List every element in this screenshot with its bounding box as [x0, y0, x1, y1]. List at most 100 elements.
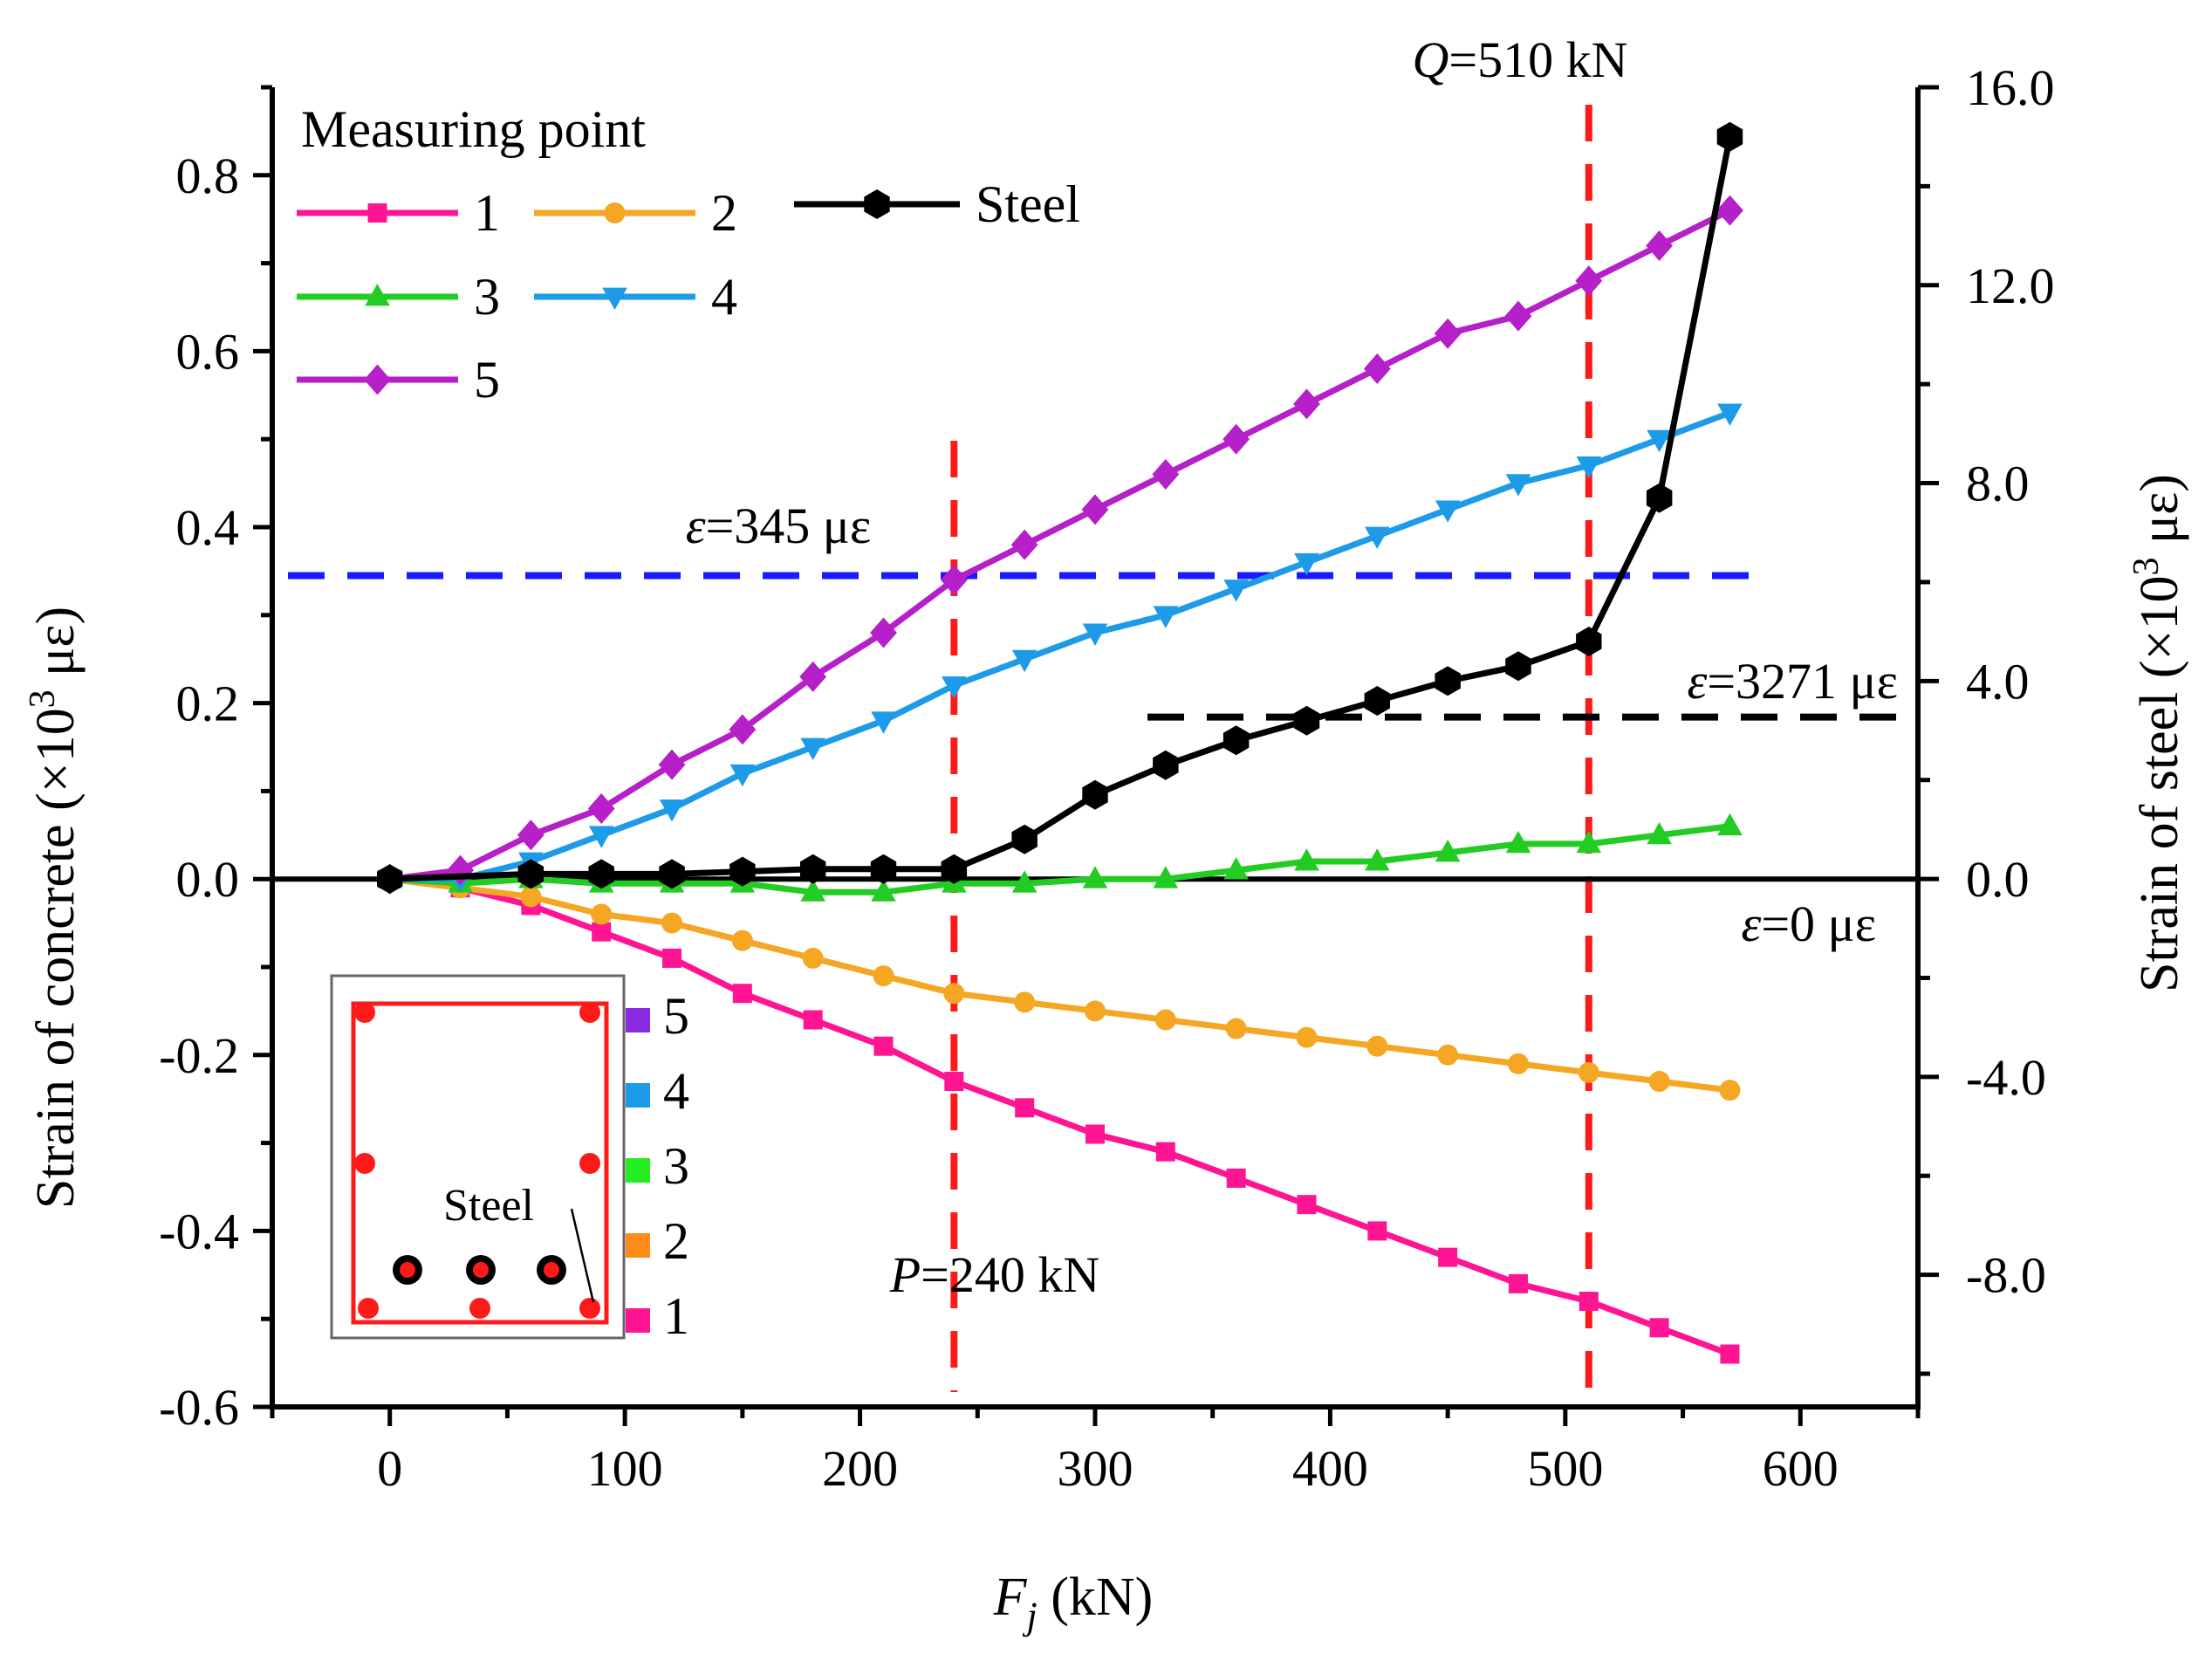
y-right-tick-label: 0.0 [1966, 851, 2030, 908]
data-point [1366, 1035, 1388, 1057]
y-left-tick-label: -0.2 [159, 1027, 239, 1084]
ref-line-eps-0-label: ε=0 με [1741, 895, 1876, 952]
x-axis-title: Fj (kN) [993, 1567, 1154, 1637]
y-left-tick-label: 0.8 [176, 147, 240, 204]
ref-line-p-240-label: P=240 kN [889, 1246, 1100, 1303]
data-point [1435, 666, 1461, 696]
data-point [1293, 388, 1320, 420]
inset-legend-label: 4 [663, 1062, 689, 1120]
data-point [944, 1072, 964, 1092]
x-tick-label: 600 [1763, 1440, 1839, 1497]
x-tick-label: 0 [377, 1440, 402, 1497]
data-point [1010, 529, 1038, 560]
data-point [1505, 474, 1531, 497]
data-point [1082, 866, 1108, 888]
data-point [1222, 725, 1250, 756]
y-right-tick-label: 16.0 [1966, 59, 2055, 116]
inset-steel-label: Steel [443, 1181, 534, 1231]
y-right-tick-label: 12.0 [1966, 257, 2055, 314]
series-4 [377, 403, 1743, 893]
data-point [870, 854, 897, 884]
legend-item-2: 2 [534, 184, 737, 242]
data-point [587, 793, 615, 825]
series-layer [376, 121, 1743, 1364]
data-point [1716, 121, 1743, 152]
series-5 [376, 195, 1743, 895]
data-point [943, 983, 965, 1005]
x-tick-label: 500 [1527, 1440, 1603, 1497]
inset-rebar [358, 1298, 379, 1319]
inset-legend-swatch [626, 1008, 650, 1032]
inset-legend-swatch [626, 1233, 650, 1258]
data-point [1154, 1009, 1176, 1031]
series-line [389, 823, 1730, 895]
series-steel [377, 121, 1743, 895]
data-point [517, 820, 544, 851]
cross-section-inset: Steel 5 4 3 2 1 [330, 974, 689, 1345]
legend-label: 2 [711, 184, 737, 242]
y-right-tick-label: 4.0 [1966, 653, 2030, 710]
inset-legend-label: 2 [663, 1212, 689, 1270]
y-left-tick-label: 0.4 [176, 499, 240, 556]
inset-rebar [579, 1002, 600, 1023]
inset-rebar [354, 1002, 375, 1023]
legend-label: 1 [474, 184, 500, 242]
data-point [799, 661, 827, 692]
data-point [1223, 580, 1249, 602]
inset-steel-leader [570, 1208, 595, 1303]
data-point [1153, 750, 1179, 780]
axes-layer: 0 100 200 300 400 500 600 -0.6 -0.4 -0.2 0.0 0.2 0.4… [159, 59, 2054, 1497]
y-left-tick-label: 0.0 [176, 851, 240, 908]
inset-legend-swatch [626, 1158, 650, 1183]
data-point [1435, 500, 1461, 523]
data-point [1153, 866, 1179, 888]
data-point [1014, 991, 1036, 1013]
data-point [1646, 230, 1674, 261]
data-point [658, 749, 686, 780]
data-point [729, 714, 757, 745]
legend-title: Measuring point [301, 100, 646, 158]
data-point [520, 886, 542, 908]
data-point [1505, 651, 1531, 682]
legend-swatch-marker [864, 189, 890, 219]
data-point [873, 1036, 894, 1056]
data-point [1437, 1044, 1459, 1066]
data-point [1153, 606, 1179, 628]
inset-legend-label: 1 [663, 1287, 689, 1345]
inset-legend-swatch [626, 1083, 650, 1108]
inset-legend-label: 3 [663, 1137, 689, 1195]
x-tick-label: 200 [822, 1440, 898, 1497]
data-point [1297, 1195, 1317, 1215]
x-tick-label: 100 [587, 1440, 663, 1497]
y-left-tick-label: -0.6 [159, 1379, 239, 1436]
data-point [661, 912, 683, 934]
data-point [377, 864, 403, 895]
ref-line-eps-345-label: ε=345 με [686, 497, 872, 554]
legend-swatch-marker [365, 284, 390, 306]
data-point [1579, 1292, 1599, 1312]
data-point [1716, 195, 1743, 226]
legend-item-steel: Steel [794, 175, 1080, 233]
data-point [1226, 1168, 1246, 1188]
data-point [1435, 840, 1461, 862]
data-point [1576, 627, 1602, 656]
y-left-tick-label: 0.6 [176, 323, 240, 380]
data-point [1081, 494, 1109, 525]
data-point [1011, 649, 1038, 673]
data-point [729, 764, 756, 787]
legend-item-3: 3 [297, 268, 500, 326]
data-point [1222, 423, 1250, 455]
data-point [592, 922, 612, 942]
data-point [802, 947, 824, 969]
legend-swatch-marker [604, 202, 626, 223]
legend-label: Steel [976, 175, 1080, 233]
legend-swatch-marker [364, 364, 391, 395]
data-point [1367, 1221, 1387, 1241]
data-point [1717, 813, 1743, 836]
data-point [1647, 429, 1672, 453]
data-point [588, 826, 614, 848]
data-point [942, 676, 967, 699]
ref-line-q-510-label: Q=510 kN [1413, 31, 1628, 88]
data-point [1507, 1053, 1529, 1074]
series-line [389, 875, 1730, 1094]
